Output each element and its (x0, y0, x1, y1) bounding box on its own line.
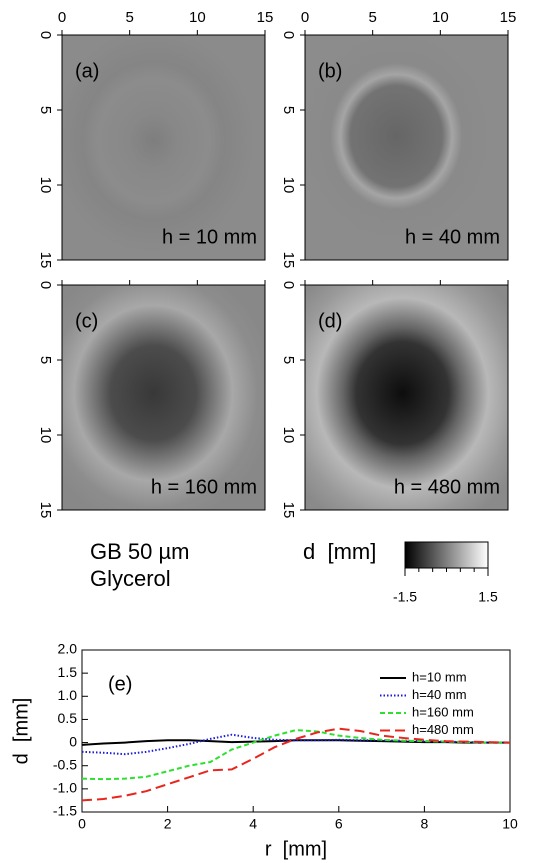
y-tick-label: 0 (280, 31, 297, 39)
panel-label: (c) (75, 310, 98, 332)
plot-frame (81, 649, 511, 813)
annotation: h = 10 mm (162, 226, 257, 248)
y-axis-label: d [mm] (10, 698, 32, 765)
y-tick-label: 0 (69, 733, 77, 749)
panel-label: (d) (318, 310, 342, 332)
x-tick-label: 10 (432, 9, 449, 26)
x-tick-label: 15 (500, 9, 517, 26)
series-line (81, 739, 510, 746)
x-tick-label: 0 (78, 816, 86, 832)
y-tick-label: 0 (37, 31, 54, 39)
y-tick-label: 10 (37, 427, 54, 444)
y-tick-label: 0 (280, 281, 297, 289)
depth-image (61, 34, 266, 261)
y-tick-label: 1.0 (58, 687, 78, 703)
note: Glycerol (90, 566, 171, 591)
y-tick-label: 2.0 (58, 641, 78, 657)
x-tick-label: 5 (368, 9, 376, 26)
x-tick-label: 4 (249, 816, 257, 832)
panel-label: (a) (75, 60, 99, 82)
annotation: h = 480 mm (394, 476, 500, 498)
y-tick-label: 15 (280, 502, 297, 519)
depth-image (61, 284, 266, 511)
series-line (81, 729, 510, 781)
y-tick-label: -1.5 (53, 803, 77, 819)
y-tick-label: 0 (37, 281, 54, 289)
y-tick-label: 10 (280, 427, 297, 444)
depth-image (304, 34, 509, 261)
x-tick-label: 8 (421, 816, 429, 832)
legend-label: h=40 mm (412, 687, 467, 702)
panel-label: (b) (318, 60, 342, 82)
x-tick-label: 10 (502, 816, 518, 832)
y-tick-label: 15 (280, 252, 297, 269)
x-tick-label: 15 (257, 9, 274, 26)
y-tick-label: 5 (37, 356, 54, 364)
x-tick-label: 0 (58, 9, 66, 26)
colorbar-tick-label: 1.5 (478, 589, 498, 605)
y-tick-label: 5 (37, 106, 54, 114)
colorbar (404, 541, 489, 569)
y-tick-label: 15 (37, 252, 54, 269)
legend-label: h=160 mm (412, 704, 474, 719)
y-tick-label: 15 (37, 502, 54, 519)
y-tick-label: -1.0 (53, 780, 77, 796)
legend-label: h=10 mm (412, 669, 467, 684)
x-axis-label: r [mm] (265, 838, 327, 860)
y-tick-label: 10 (280, 177, 297, 194)
y-tick-label: 1.5 (58, 664, 78, 680)
annotation: h = 160 mm (151, 476, 257, 498)
y-tick-label: 0.5 (58, 710, 78, 726)
x-tick-label: 2 (164, 816, 172, 832)
y-tick-label: -0.5 (53, 756, 77, 772)
annotation: h = 40 mm (405, 226, 500, 248)
y-tick-label: 5 (280, 356, 297, 364)
series-line (81, 733, 510, 756)
x-tick-label: 5 (125, 9, 133, 26)
x-tick-label: 6 (335, 816, 343, 832)
legend-label: h=480 mm (412, 722, 474, 737)
y-tick-label: 10 (37, 177, 54, 194)
colorbar-tick-label: -1.5 (393, 589, 417, 605)
note: GB 50 µm (90, 539, 189, 564)
colorbar-label: d [mm] (303, 539, 376, 564)
x-tick-label: 0 (301, 9, 309, 26)
series-line (81, 727, 511, 802)
x-tick-label: 10 (189, 9, 206, 26)
depth-image (304, 284, 509, 511)
panel-label: (e) (108, 673, 132, 695)
y-tick-label: 5 (280, 106, 297, 114)
